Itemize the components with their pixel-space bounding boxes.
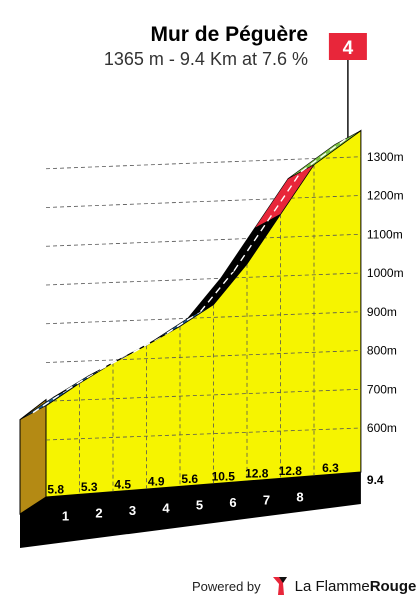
y-tick-label: 900m: [367, 305, 397, 319]
grid-line-horizontal: [45, 156, 361, 170]
road-centre-line: [199, 270, 235, 312]
y-tick-label: 1000m: [367, 266, 404, 280]
km-marker-label: 1: [62, 508, 69, 523]
gradient-value-label: 5.6: [181, 472, 198, 486]
y-tick-label: 1200m: [367, 189, 404, 203]
km-marker-label: 2: [95, 506, 102, 521]
grid-line-horizontal: [45, 311, 361, 325]
km-marker-label: 5: [196, 498, 203, 513]
grid-line-horizontal: [45, 350, 361, 363]
km-marker-label: 7: [263, 492, 270, 507]
flame-logo-icon: [269, 575, 291, 597]
y-tick-label: 700m: [367, 382, 397, 396]
y-tick-label: 1300m: [367, 150, 404, 164]
road-centre-line: [266, 171, 302, 222]
road-centre-line: [133, 332, 168, 353]
climb-title: Mur de Péguère: [150, 23, 308, 46]
powered-by-label: Powered by: [192, 578, 261, 594]
road-centre-line: [300, 136, 349, 173]
y-tick-label: 1100m: [367, 227, 403, 241]
road-centre-line: [66, 369, 101, 391]
grid-line-horizontal: [45, 427, 361, 441]
category-flag-label: 4: [343, 38, 354, 59]
climb-stats: 1365 m - 9.4 Km at 7.6 %: [103, 49, 308, 69]
brand-name-part2: Rouge: [369, 577, 417, 595]
km-marker-label: 6: [229, 495, 236, 510]
road-centre-line: [32, 389, 67, 414]
grid-line-horizontal: [45, 272, 361, 286]
brand-name-part1: La Flamme: [294, 577, 370, 595]
gradient-value-label: 5.8: [47, 483, 64, 497]
km-marker-label: 3: [129, 503, 136, 518]
grid-line-horizontal: [45, 233, 361, 247]
grid-line-horizontal: [45, 388, 361, 402]
gradient-value-label: 5.3: [81, 480, 98, 494]
y-tick-label: 800m: [367, 344, 397, 358]
gradient-value-label: 4.9: [148, 475, 165, 489]
gradient-value-label: 12.8: [245, 467, 269, 481]
km-base-band: [20, 472, 361, 548]
gradient-value-label: 12.8: [279, 464, 303, 478]
km-marker-label: 4: [162, 500, 170, 515]
road-centre-line: [166, 310, 201, 334]
km-marker-label: 8: [296, 490, 303, 505]
road-centre-line: [99, 351, 134, 371]
gradient-value-label: 6.3: [322, 461, 339, 475]
gradient-value-label: 4.5: [114, 477, 131, 491]
end-distance-label: 9.4: [367, 473, 384, 487]
footer-attribution[interactable]: Powered by La Flamme Rouge: [192, 575, 416, 597]
road-centre-line: [233, 220, 269, 272]
grid-line-horizontal: [45, 195, 361, 208]
y-tick-label: 600m: [367, 421, 397, 435]
gradient-value-label: 10.5: [212, 469, 236, 483]
category-flag: [328, 33, 367, 60]
